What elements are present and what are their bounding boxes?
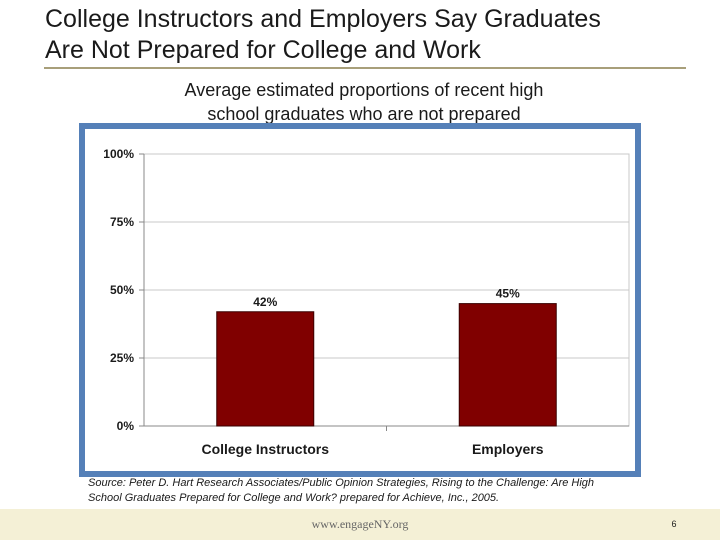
x-category-label: College Instructors	[201, 441, 329, 457]
slide-title-line-2: Are Not Prepared for College and Work	[45, 36, 481, 64]
y-tick-label: 75%	[110, 215, 134, 229]
footer-url[interactable]: www.engageNY.org	[311, 517, 409, 531]
bar	[458, 303, 557, 427]
bar	[216, 311, 315, 427]
source-note-line-2: School Graduates Prepared for College an…	[88, 492, 500, 504]
source-note: Source: Peter D. Hart Research Associate…	[88, 476, 658, 506]
y-tick-label: 0%	[117, 419, 135, 433]
chart-frame: 0% 25% 50% 75% 100% 42% College Instructors 45%…	[79, 123, 641, 477]
bar-data-label: 45%	[496, 287, 520, 301]
slide-title: College Instructors and Employers Say Gr…	[45, 4, 705, 66]
page-number: 6	[671, 519, 677, 529]
y-tick-label: 25%	[110, 351, 134, 365]
chart-subtitle-line-1: Average estimated proportions of recent …	[184, 80, 544, 100]
source-note-line-1: Source: Peter D. Hart Research Associate…	[88, 477, 595, 489]
footer-band	[0, 509, 720, 540]
y-tick-label: 50%	[110, 283, 134, 297]
chart-subtitle-line-2: school graduates who are not prepared	[207, 104, 521, 124]
bar-chart: 0% 25% 50% 75% 100% 42% College Instructors 45%…	[103, 147, 630, 457]
y-tick-label: 100%	[103, 147, 134, 161]
bar-data-label: 42%	[253, 295, 277, 309]
x-category-label: Employers	[472, 441, 544, 457]
chart-subtitle: Average estimated proportions of recent …	[84, 78, 644, 126]
title-divider	[44, 67, 686, 69]
slide-title-line-1: College Instructors and Employers Say Gr…	[45, 5, 601, 33]
